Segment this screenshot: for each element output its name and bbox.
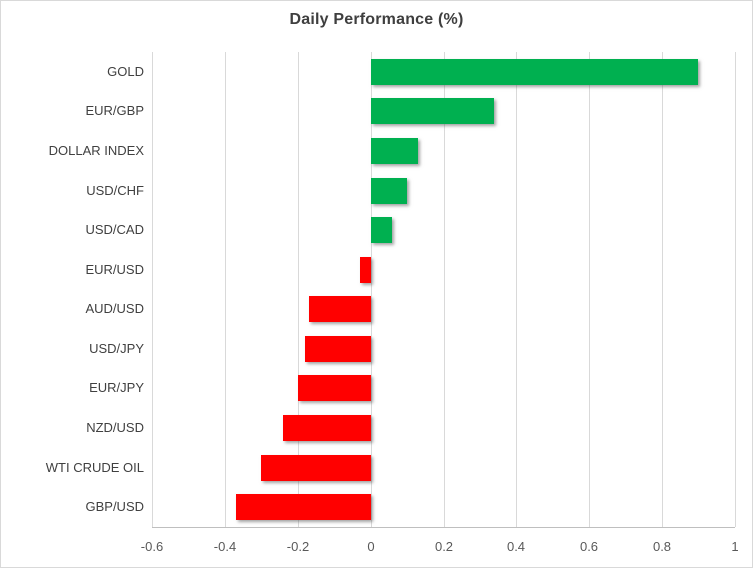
x-tick-label-0: 0 [367, 539, 375, 554]
category-label-nzd-usd: NZD/USD [86, 420, 144, 436]
gridline-x--0.6 [152, 52, 153, 527]
x-axis-line [152, 527, 735, 528]
x-tick-label--0.4: -0.4 [213, 539, 237, 554]
x-tick-label--0.6: -0.6 [140, 539, 164, 554]
bar-usd-chf [370, 177, 407, 204]
bar-usd-cad [370, 217, 393, 244]
gridline-x-0.2 [444, 52, 445, 527]
x-tick-label-0.4: 0.4 [506, 539, 526, 554]
bar-usd-jpy [305, 335, 371, 362]
gridline-x-0.6 [589, 52, 590, 527]
category-label-usd-jpy: USD/JPY [89, 340, 144, 356]
category-label-dollar-index: DOLLAR INDEX [48, 142, 144, 158]
bar-aud-usd [308, 296, 371, 323]
category-label-eur-usd: EUR/USD [85, 261, 144, 277]
category-label-aud-usd: AUD/USD [85, 301, 144, 317]
x-tick-label--0.2: -0.2 [286, 539, 310, 554]
bar-nzd-usd [283, 415, 371, 442]
x-tick-label-0.6: 0.6 [579, 539, 599, 554]
x-tick-label-1: 1 [731, 539, 739, 554]
category-label-usd-cad: USD/CAD [85, 222, 144, 238]
category-label-usd-chf: USD/CHF [86, 182, 144, 198]
category-label-gold: GOLD [107, 63, 144, 79]
category-label-wti-crude-oil: WTI CRUDE OIL [45, 459, 144, 475]
bar-eur-jpy [297, 375, 371, 402]
gridline-x--0.4 [225, 52, 226, 527]
chart-title: Daily Performance (%) [289, 11, 464, 28]
x-tick-label-0.8: 0.8 [652, 539, 672, 554]
category-label-eur-gbp: EUR/GBP [85, 103, 144, 119]
gridline-x-0 [371, 52, 372, 527]
category-label-eur-jpy: EUR/JPY [89, 380, 144, 396]
bar-wti-crude-oil [261, 454, 371, 481]
bar-eur-usd [359, 256, 371, 283]
x-tick-label-0.2: 0.2 [434, 539, 454, 554]
category-label-gbp-usd: GBP/USD [85, 499, 144, 515]
gridline-x-1 [735, 52, 736, 527]
gridline-x-0.8 [662, 52, 663, 527]
gridline-x-0.4 [516, 52, 517, 527]
bar-dollar-index [370, 137, 418, 164]
bar-eur-gbp [370, 98, 495, 125]
bar-gbp-usd [235, 494, 371, 521]
gridline-x--0.2 [298, 52, 299, 527]
bar-gold [370, 58, 699, 85]
